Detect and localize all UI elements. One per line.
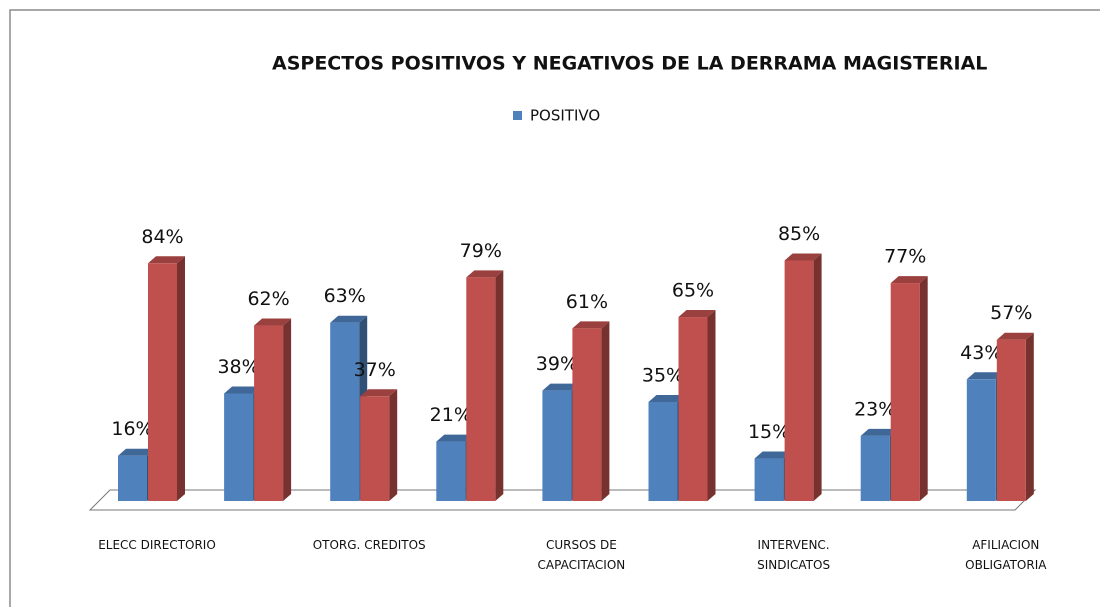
frame [9,9,1100,607]
data-label: 23% [854,398,896,420]
data-label: 16% [111,418,153,440]
bar-side [601,321,610,501]
bar [224,393,254,501]
data-label: 21% [430,404,472,426]
bar-top [360,389,398,397]
data-label: 15% [748,421,790,443]
data-label: 57% [990,302,1032,324]
bar [860,435,890,501]
bar [572,328,602,501]
x-tick-label: CURSOS DE CAPACITACION [537,538,626,572]
data-label: 43% [960,342,1002,364]
data-label: 84% [141,226,183,248]
data-label: 39% [536,353,578,375]
bar-side [919,276,928,501]
legend-swatch [513,111,522,120]
data-label: 35% [642,364,684,386]
bar-top [890,276,928,284]
bar-top [254,318,292,326]
data-label: 38% [217,356,259,378]
bar [754,458,784,501]
bar-top [466,270,504,278]
data-label: 85% [778,223,820,245]
x-tick-label: AFILIACION OBLIGATORIA [965,538,1047,572]
bar-top [330,315,368,323]
bar-top [224,386,262,394]
bar [436,441,466,501]
bar-side [707,310,716,501]
bar-top [966,372,1004,380]
bar [784,260,814,501]
bar [542,390,572,501]
data-label: 62% [247,288,289,310]
data-label: 65% [672,280,714,302]
bar-top [860,428,898,436]
data-label: 63% [324,285,366,307]
bar-top [996,332,1034,340]
bar-side [389,389,398,501]
bar-top [648,394,686,402]
bar-top [118,448,155,456]
bar [330,322,360,501]
bar-side [283,318,292,501]
bar-top [678,310,716,318]
bar-side [813,253,822,501]
x-tick-label: INTERVENC. SINDICATOS [757,538,831,572]
bar [648,401,678,501]
chart-title: ASPECTOS POSITIVOS Y NEGATIVOS DE LA DER… [272,53,987,75]
bar [254,325,284,501]
bar-side [177,256,185,501]
bar [678,317,708,501]
data-label: 61% [566,291,608,313]
bar-top [436,434,474,442]
bar-top [542,383,580,391]
bar-side [1025,332,1034,501]
data-label: 79% [460,240,502,262]
bar-top [784,253,822,261]
legend-label: POSITIVO [530,107,600,125]
bar-top [572,321,610,329]
bar-top [148,256,185,264]
bar [466,277,496,501]
bar [996,339,1026,501]
x-tick-label: ELECC DIRECTORIO [98,538,216,552]
data-label: 37% [354,359,396,381]
bar [148,263,177,501]
bar [890,283,920,501]
data-label: 77% [884,246,926,268]
x-tick-label: OTORG. CREDITOS [312,538,426,552]
bar [966,379,996,501]
bar-top [754,451,792,459]
bar-side [495,270,504,501]
bar [360,396,390,501]
bar [118,455,147,501]
